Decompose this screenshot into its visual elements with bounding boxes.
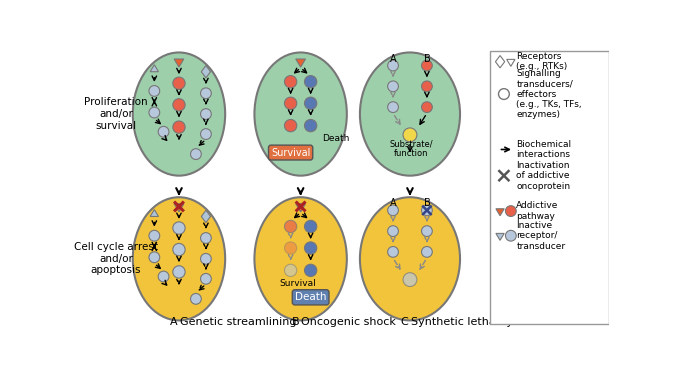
Text: Survival: Survival [271, 148, 310, 157]
Circle shape [200, 273, 211, 284]
Circle shape [173, 266, 185, 278]
Text: Survival: Survival [279, 279, 316, 288]
Ellipse shape [360, 197, 460, 320]
Text: Receptors
(e.g., RTKs): Receptors (e.g., RTKs) [516, 52, 568, 71]
Circle shape [403, 273, 417, 286]
Circle shape [505, 206, 516, 216]
Text: Substrate/
function: Substrate/ function [390, 139, 433, 159]
Text: Inactive
receptor/
transducer: Inactive receptor/ transducer [516, 221, 566, 251]
Polygon shape [496, 233, 504, 240]
Polygon shape [150, 65, 158, 72]
Circle shape [388, 205, 399, 216]
Circle shape [158, 271, 169, 282]
Circle shape [422, 205, 433, 216]
Circle shape [403, 128, 417, 142]
Ellipse shape [360, 53, 460, 176]
Text: Death: Death [295, 292, 327, 303]
Polygon shape [507, 59, 515, 66]
Circle shape [505, 231, 516, 241]
Text: Signalling
transducers/
effectors
(e.g., TKs, TFs,
enzymes): Signalling transducers/ effectors (e.g.,… [516, 69, 582, 119]
Circle shape [304, 220, 317, 233]
Text: B: B [424, 54, 430, 64]
Circle shape [285, 76, 297, 88]
Circle shape [498, 89, 509, 100]
Circle shape [173, 244, 185, 256]
Ellipse shape [133, 197, 225, 320]
Polygon shape [296, 204, 306, 212]
Polygon shape [174, 59, 184, 67]
Polygon shape [150, 210, 158, 216]
Circle shape [149, 107, 160, 118]
Polygon shape [174, 204, 184, 212]
Circle shape [173, 222, 185, 234]
Ellipse shape [255, 197, 347, 320]
Circle shape [304, 76, 317, 88]
Circle shape [388, 81, 399, 92]
Circle shape [200, 233, 211, 244]
Circle shape [149, 252, 160, 263]
Circle shape [285, 97, 297, 109]
Ellipse shape [255, 53, 347, 176]
Circle shape [285, 220, 297, 233]
Text: Oncogenic shock: Oncogenic shock [301, 317, 397, 327]
Text: Proliferation
and/or
survival: Proliferation and/or survival [84, 97, 147, 131]
Circle shape [304, 97, 317, 109]
Circle shape [304, 119, 317, 132]
Circle shape [388, 226, 399, 236]
Circle shape [388, 247, 399, 257]
Circle shape [388, 60, 399, 71]
Circle shape [200, 88, 211, 99]
Circle shape [200, 253, 211, 264]
Text: C: C [401, 317, 409, 327]
Ellipse shape [133, 53, 225, 176]
Circle shape [285, 242, 297, 254]
Polygon shape [496, 209, 504, 216]
Text: Addictive
pathway: Addictive pathway [516, 201, 559, 221]
Text: A: A [170, 317, 177, 327]
Circle shape [422, 81, 433, 92]
Text: Inactivation
of addictive
oncoprotein: Inactivation of addictive oncoprotein [516, 161, 570, 191]
Polygon shape [296, 59, 306, 67]
Circle shape [200, 109, 211, 119]
Circle shape [422, 247, 433, 257]
Circle shape [158, 126, 169, 137]
Circle shape [173, 77, 185, 90]
Circle shape [304, 264, 317, 276]
Circle shape [173, 121, 185, 133]
Text: B: B [291, 317, 299, 327]
Circle shape [422, 226, 433, 236]
Text: Cell cycle arrest
and/or
apoptosis: Cell cycle arrest and/or apoptosis [74, 242, 158, 275]
Circle shape [285, 264, 297, 276]
Polygon shape [496, 56, 504, 68]
Text: A: A [390, 198, 397, 209]
Circle shape [149, 85, 160, 96]
Circle shape [191, 294, 201, 304]
Text: A: A [390, 54, 397, 64]
Polygon shape [201, 210, 210, 223]
Circle shape [191, 149, 201, 160]
Circle shape [422, 60, 433, 71]
Circle shape [304, 242, 317, 254]
Circle shape [149, 231, 160, 241]
Text: Biochemical
interactions: Biochemical interactions [516, 140, 571, 159]
Text: Genetic streamlining: Genetic streamlining [180, 317, 296, 327]
Circle shape [200, 129, 211, 140]
Circle shape [285, 119, 297, 132]
FancyBboxPatch shape [490, 51, 610, 324]
Text: Synthetic lethality: Synthetic lethality [411, 317, 513, 327]
Text: Death: Death [323, 134, 350, 143]
Text: B: B [424, 198, 430, 209]
Circle shape [388, 102, 399, 113]
Circle shape [422, 102, 433, 113]
Circle shape [173, 99, 185, 111]
Polygon shape [201, 66, 210, 78]
